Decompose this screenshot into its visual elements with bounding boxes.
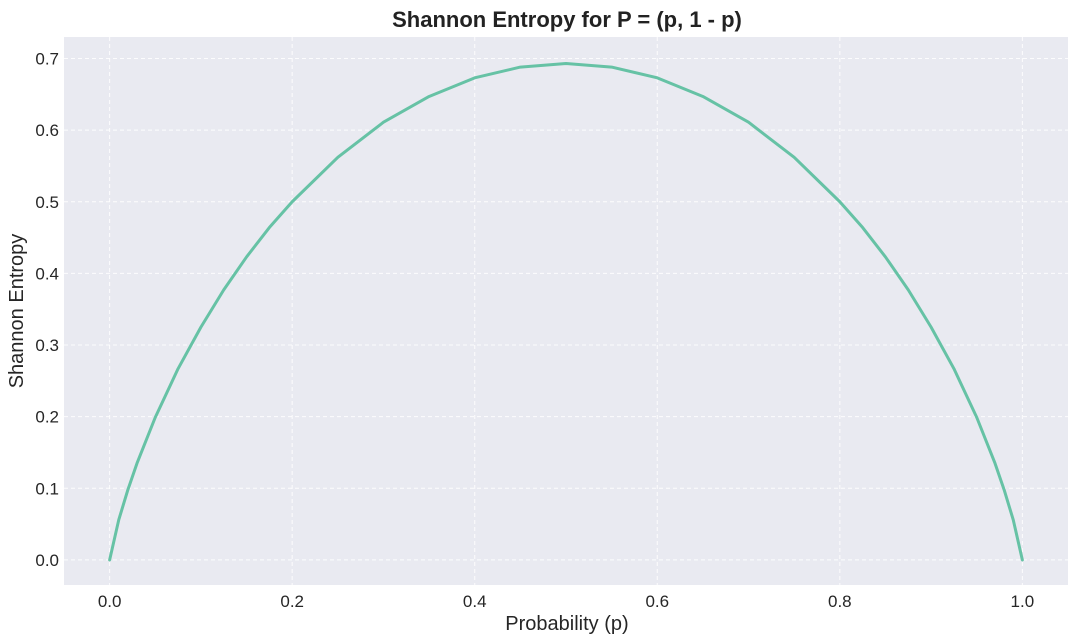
x-tick-label: 0.0 bbox=[98, 592, 122, 611]
x-tick-label: 0.4 bbox=[463, 592, 487, 611]
grid-lines bbox=[64, 37, 1068, 585]
y-tick-label: 0.5 bbox=[35, 193, 59, 212]
x-tick-label: 0.2 bbox=[280, 592, 304, 611]
plot-area bbox=[64, 37, 1068, 585]
y-axis-label: Shannon Entropy bbox=[6, 234, 28, 389]
y-tick-label: 0.2 bbox=[35, 408, 59, 427]
x-axis-ticks: 0.0 0.2 0.4 0.6 0.8 1.0 bbox=[98, 592, 1034, 611]
y-tick-label: 0.1 bbox=[35, 479, 59, 498]
chart-title: Shannon Entropy for P = (p, 1 - p) bbox=[392, 7, 742, 32]
y-tick-label: 0.3 bbox=[35, 336, 59, 355]
x-axis-label: Probability (p) bbox=[505, 613, 628, 635]
x-tick-label: 0.6 bbox=[645, 592, 669, 611]
entropy-curve bbox=[108, 62, 1024, 562]
x-tick-label: 1.0 bbox=[1011, 592, 1035, 611]
y-tick-label: 0.6 bbox=[35, 121, 59, 140]
y-axis-ticks: 0.0 0.1 0.2 0.3 0.4 0.5 0.6 0.7 bbox=[35, 49, 59, 569]
y-tick-label: 0.7 bbox=[35, 49, 59, 68]
y-tick-label: 0.4 bbox=[35, 264, 59, 283]
x-tick-label: 0.8 bbox=[828, 592, 852, 611]
y-tick-label: 0.0 bbox=[35, 551, 59, 570]
